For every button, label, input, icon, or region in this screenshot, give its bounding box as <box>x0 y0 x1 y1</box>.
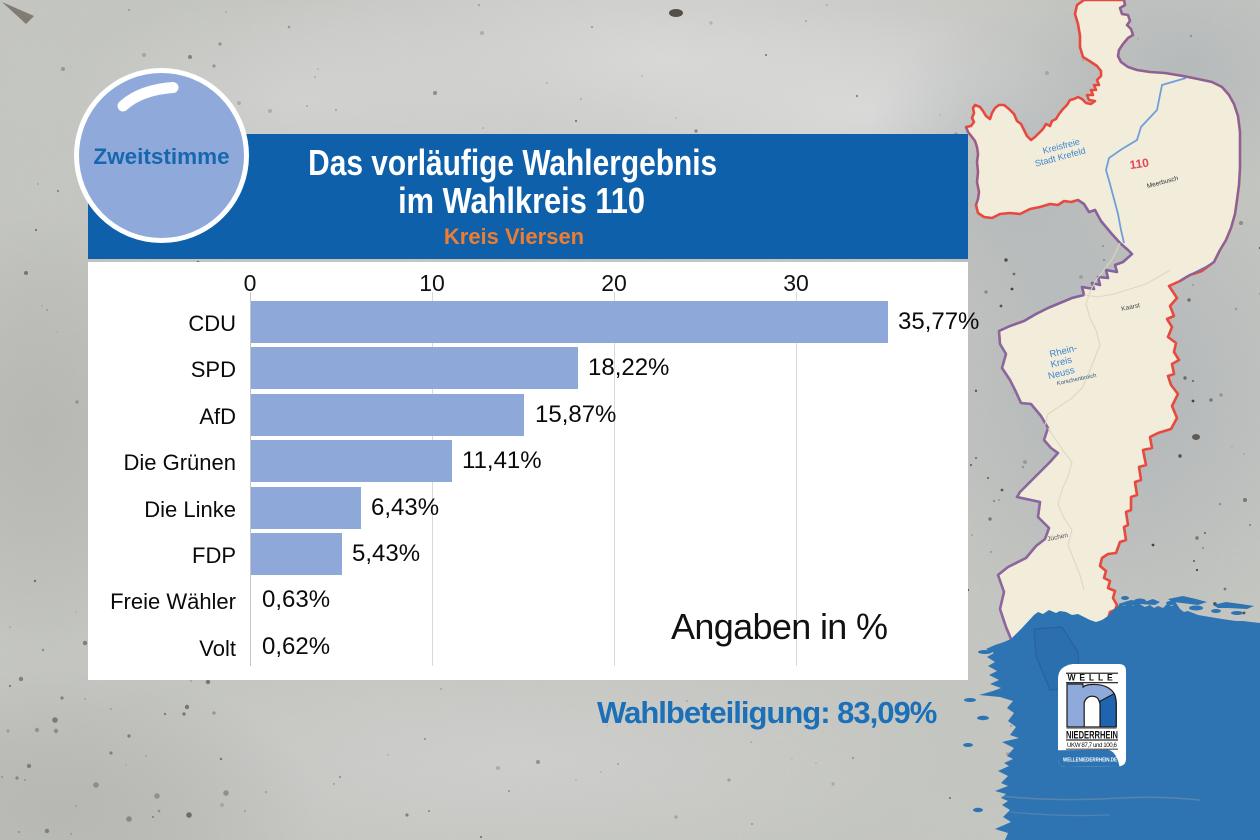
svg-text:Jüchen: Jüchen <box>1047 532 1069 543</box>
svg-text:WELLENIEDERRHEIN.DE: WELLENIEDERRHEIN.DE <box>1063 758 1117 764</box>
svg-text:WELLE: WELLE <box>1068 672 1117 682</box>
svg-text:110: 110 <box>1129 155 1150 172</box>
svg-text:Kaarst: Kaarst <box>1121 302 1141 313</box>
svg-text:Kreis: Kreis <box>1050 355 1074 371</box>
svg-text:NIEDERRHEIN: NIEDERRHEIN <box>1066 729 1118 741</box>
svg-text:UKW 87,7 und 100,6: UKW 87,7 und 100,6 <box>1067 742 1118 749</box>
